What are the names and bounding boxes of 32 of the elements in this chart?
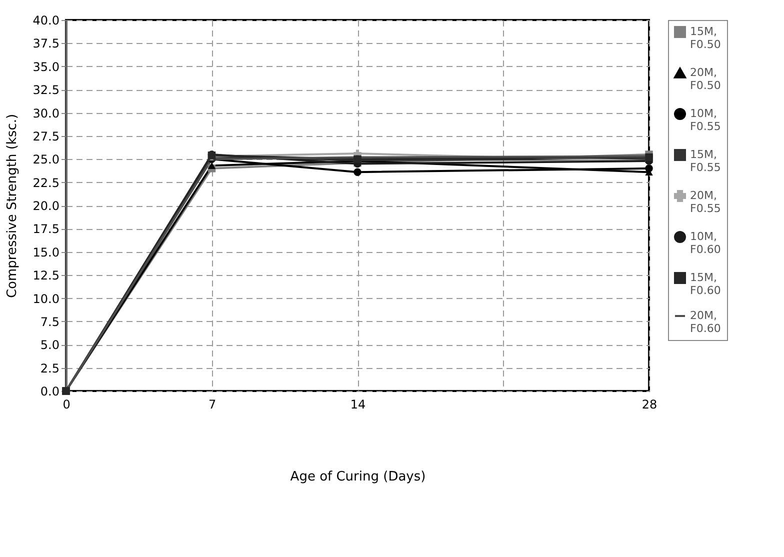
y-tick-label: 2.5 [40, 361, 60, 376]
y-tick-label: 7.5 [40, 314, 60, 329]
y-tick-label: 32.5 [32, 83, 60, 98]
legend-label: 15M, F0.55 [690, 148, 721, 174]
x-tick-label: 28 [642, 398, 658, 412]
y-tick-label: 27.5 [32, 129, 60, 144]
legend-label: 15M, F0.60 [690, 271, 721, 297]
legend-label: 20M, F0.60 [690, 309, 721, 335]
legend-label: 10M, F0.60 [690, 230, 721, 256]
y-tick-label: 20.0 [32, 199, 60, 213]
y-tick-label: 35.0 [32, 60, 60, 74]
x-axis-title: Age of Curing (Days) [290, 470, 426, 484]
y-tick-label: 12.5 [32, 268, 60, 283]
y-tick-label: 37.5 [32, 36, 60, 51]
y-tick-label: 5.0 [40, 338, 60, 352]
legend-label: 10M, F0.55 [690, 107, 721, 133]
y-tick-label: 40.0 [32, 14, 60, 28]
y-tick-label: 0.0 [40, 384, 60, 398]
legend-label: 15M, F0.50 [690, 25, 721, 51]
x-tick-label: 0 [62, 398, 70, 412]
legend-label: 20M, F0.50 [690, 66, 721, 92]
y-tick-label: 22.5 [32, 176, 60, 190]
y-tick-label: 25.0 [32, 152, 60, 167]
y-tick-label: 17.5 [32, 222, 60, 236]
y-tick-label: 15.0 [32, 245, 60, 260]
point [354, 168, 362, 176]
y-tick-label: 30.0 [32, 106, 60, 120]
legend-label: 20M, F0.55 [690, 189, 721, 215]
y-axis-title: Compressive Strength (ksc.) [4, 114, 20, 298]
x-tick-label: 7 [208, 398, 216, 412]
y-tick-label: 10.0 [32, 292, 60, 306]
x-tick-label: 14 [350, 398, 366, 412]
